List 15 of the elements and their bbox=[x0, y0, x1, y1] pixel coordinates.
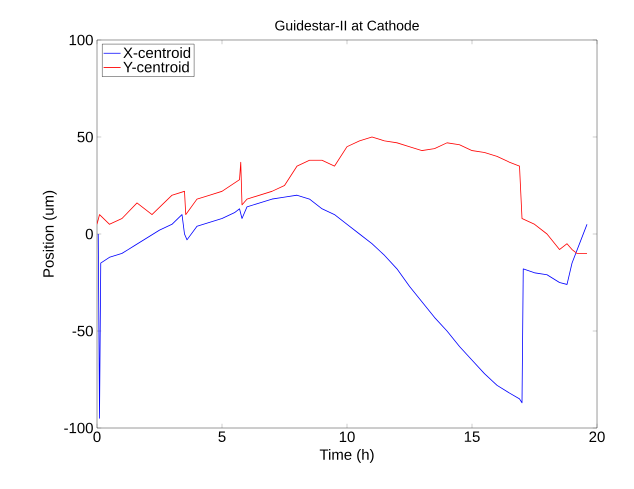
y-tick-label: -50 bbox=[72, 326, 93, 336]
y-tick-label: 50 bbox=[77, 132, 93, 142]
x-tick-label: 5 bbox=[218, 432, 226, 442]
x-tick-label: 0 bbox=[93, 432, 101, 442]
y-tick-label: 0 bbox=[86, 228, 93, 240]
y-tick-label: 100 bbox=[70, 34, 93, 46]
y-tick-label: -100 bbox=[64, 422, 93, 434]
legend-label: Y-centroid bbox=[123, 61, 189, 72]
x-tick-label: 10 bbox=[340, 432, 355, 442]
x-tick-label: 20 bbox=[589, 432, 605, 442]
x-axis-title: Time (h) bbox=[320, 448, 374, 463]
legend-label: X-centroid bbox=[123, 47, 190, 58]
x-tick-label: 15 bbox=[464, 432, 480, 442]
y-axis-title: Position (um) bbox=[42, 190, 57, 277]
chart-title: Guidestar-II at Cathode bbox=[275, 20, 419, 31]
